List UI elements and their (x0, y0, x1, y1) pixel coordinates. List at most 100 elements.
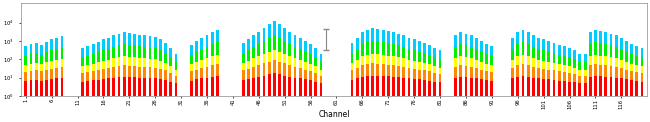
Bar (521, 76, 525, 96)
Bar (138, 35, 141, 46)
Bar (620, 38, 623, 49)
Bar (413, 69, 415, 79)
Bar (454, 67, 457, 78)
Bar (521, 42, 525, 55)
Bar (55, 38, 58, 49)
Bar (34, 63, 38, 70)
Bar (50, 61, 53, 69)
Bar (60, 67, 64, 78)
Bar (475, 38, 478, 49)
Bar (589, 56, 592, 65)
Bar (563, 65, 566, 72)
Bar (610, 77, 612, 96)
Bar (174, 83, 177, 96)
Bar (428, 55, 431, 64)
Bar (102, 61, 105, 69)
Bar (434, 66, 436, 73)
Bar (356, 49, 359, 60)
Bar (242, 63, 244, 70)
Bar (563, 56, 566, 65)
Bar (81, 82, 84, 96)
Bar (320, 70, 322, 76)
Bar (315, 82, 317, 96)
Bar (60, 78, 64, 96)
Bar (283, 28, 286, 41)
Bar (392, 44, 395, 56)
Bar (55, 49, 58, 60)
Bar (382, 76, 385, 96)
Bar (86, 46, 89, 56)
Bar (118, 46, 120, 57)
Bar (573, 51, 576, 59)
Bar (257, 56, 260, 65)
Bar (552, 70, 556, 80)
Bar (154, 78, 157, 96)
Bar (465, 34, 467, 46)
Bar (397, 66, 400, 77)
Bar (252, 35, 255, 47)
Bar (558, 45, 560, 55)
Bar (123, 32, 125, 44)
Bar (402, 35, 405, 47)
Bar (371, 54, 374, 63)
Bar (558, 55, 560, 64)
Bar (200, 60, 203, 68)
Bar (563, 46, 566, 56)
Bar (133, 77, 136, 96)
Bar (294, 35, 296, 47)
Bar (516, 56, 519, 65)
Bar (315, 66, 317, 73)
Bar (123, 65, 125, 77)
Bar (268, 24, 270, 38)
Bar (434, 57, 436, 66)
Bar (50, 69, 53, 79)
Bar (423, 80, 426, 96)
Bar (24, 46, 27, 56)
Bar (475, 60, 478, 68)
Bar (630, 80, 633, 96)
Bar (294, 47, 296, 58)
Bar (423, 63, 426, 70)
Bar (589, 44, 592, 56)
Bar (547, 51, 551, 62)
Bar (542, 69, 545, 79)
Bar (149, 78, 151, 96)
Bar (320, 54, 322, 62)
Bar (486, 64, 488, 71)
Bar (547, 62, 551, 70)
Bar (159, 79, 162, 96)
Bar (144, 58, 146, 67)
Bar (371, 41, 374, 54)
Bar (361, 65, 364, 77)
Bar (584, 83, 586, 96)
X-axis label: Channel: Channel (318, 110, 350, 119)
Bar (641, 73, 644, 82)
Bar (604, 32, 607, 44)
Bar (620, 78, 623, 96)
Bar (252, 67, 255, 78)
Bar (423, 53, 426, 63)
Bar (252, 58, 255, 67)
Bar (615, 67, 618, 78)
Bar (45, 70, 48, 80)
Bar (630, 44, 633, 54)
Bar (278, 38, 281, 52)
Bar (252, 78, 255, 96)
Bar (526, 44, 530, 56)
Bar (516, 44, 519, 56)
Bar (294, 58, 296, 67)
Bar (376, 42, 380, 54)
Bar (92, 54, 94, 64)
Bar (486, 80, 488, 96)
Bar (532, 47, 535, 58)
Bar (304, 51, 307, 62)
Bar (45, 52, 48, 62)
Bar (128, 77, 131, 96)
Bar (24, 65, 27, 72)
Bar (138, 46, 141, 58)
Bar (475, 68, 478, 78)
Bar (320, 83, 322, 96)
Bar (123, 44, 125, 56)
Bar (320, 62, 322, 70)
Bar (195, 62, 198, 70)
